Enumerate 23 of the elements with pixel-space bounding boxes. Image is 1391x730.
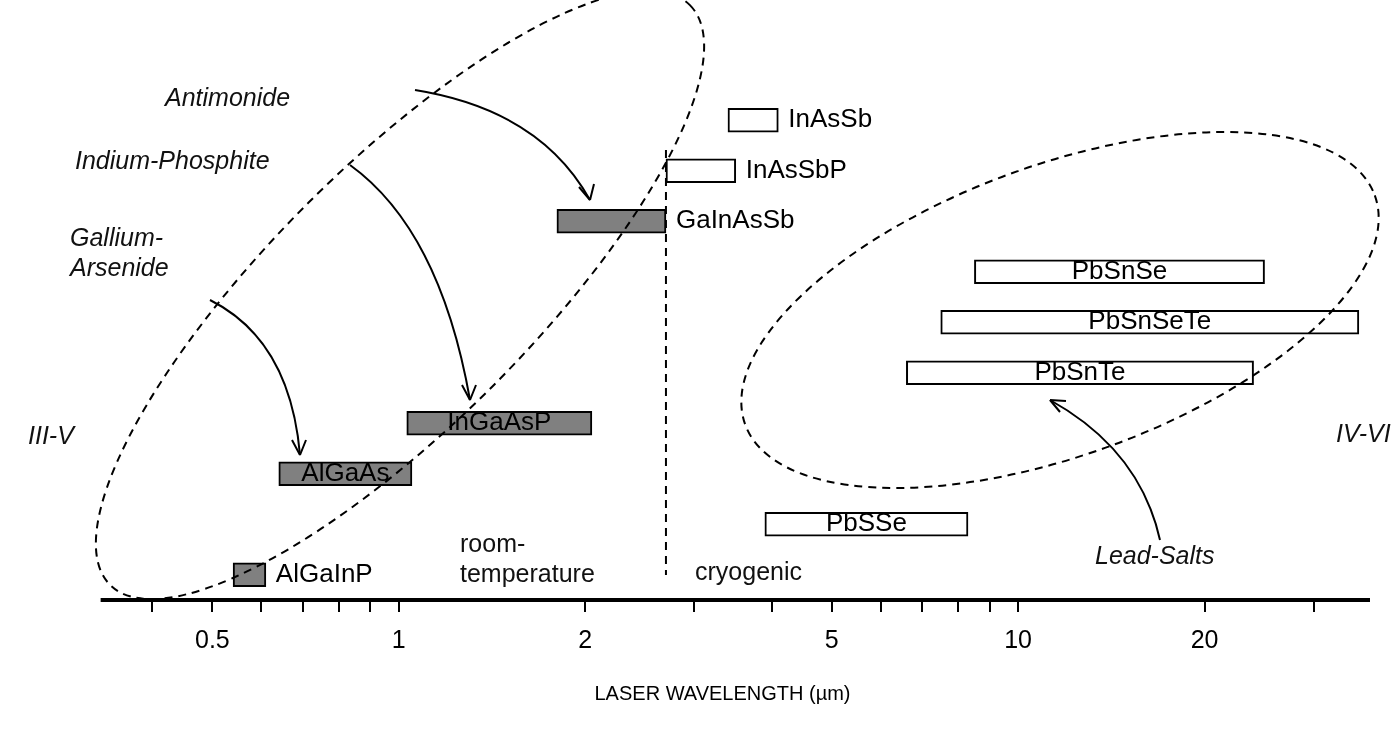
x-tick-label: 2	[578, 624, 593, 653]
y-tick-label: InAsSb	[788, 103, 873, 134]
text: III-V	[28, 420, 77, 450]
annotation: room-temperature	[460, 528, 595, 588]
x-tick-label: 10	[1004, 624, 1033, 653]
annotation: Indium-Phosphite	[75, 145, 271, 175]
y-tick-label: AlGaAs	[301, 456, 390, 487]
y-tick-label: PbSnTe	[1034, 355, 1126, 386]
y-tick-label: InGaAsP	[447, 406, 552, 437]
x-axis-title: LASER WAVELENGTH (µm)	[594, 681, 851, 704]
annotation: cryogenic	[695, 556, 803, 586]
x-tick-label: 20	[1190, 624, 1219, 653]
x-tick-label: 1	[391, 624, 406, 653]
annotation: Lead-Salts	[1095, 540, 1216, 570]
x-tick-label: 5	[824, 624, 839, 653]
y-tick-label: GaInAsSb	[675, 204, 795, 235]
y-tick-label: AlGaInP	[275, 557, 373, 588]
annotation: Antimonide	[165, 82, 292, 112]
annotation: Gallium-Arsenide	[70, 222, 170, 282]
y-tick-label: InAsSbP	[745, 153, 847, 184]
x-tick-label: 0.5	[195, 624, 230, 653]
y-tick-label: PbSnSe	[1071, 254, 1168, 285]
annotation: IV-VI	[1336, 418, 1391, 448]
